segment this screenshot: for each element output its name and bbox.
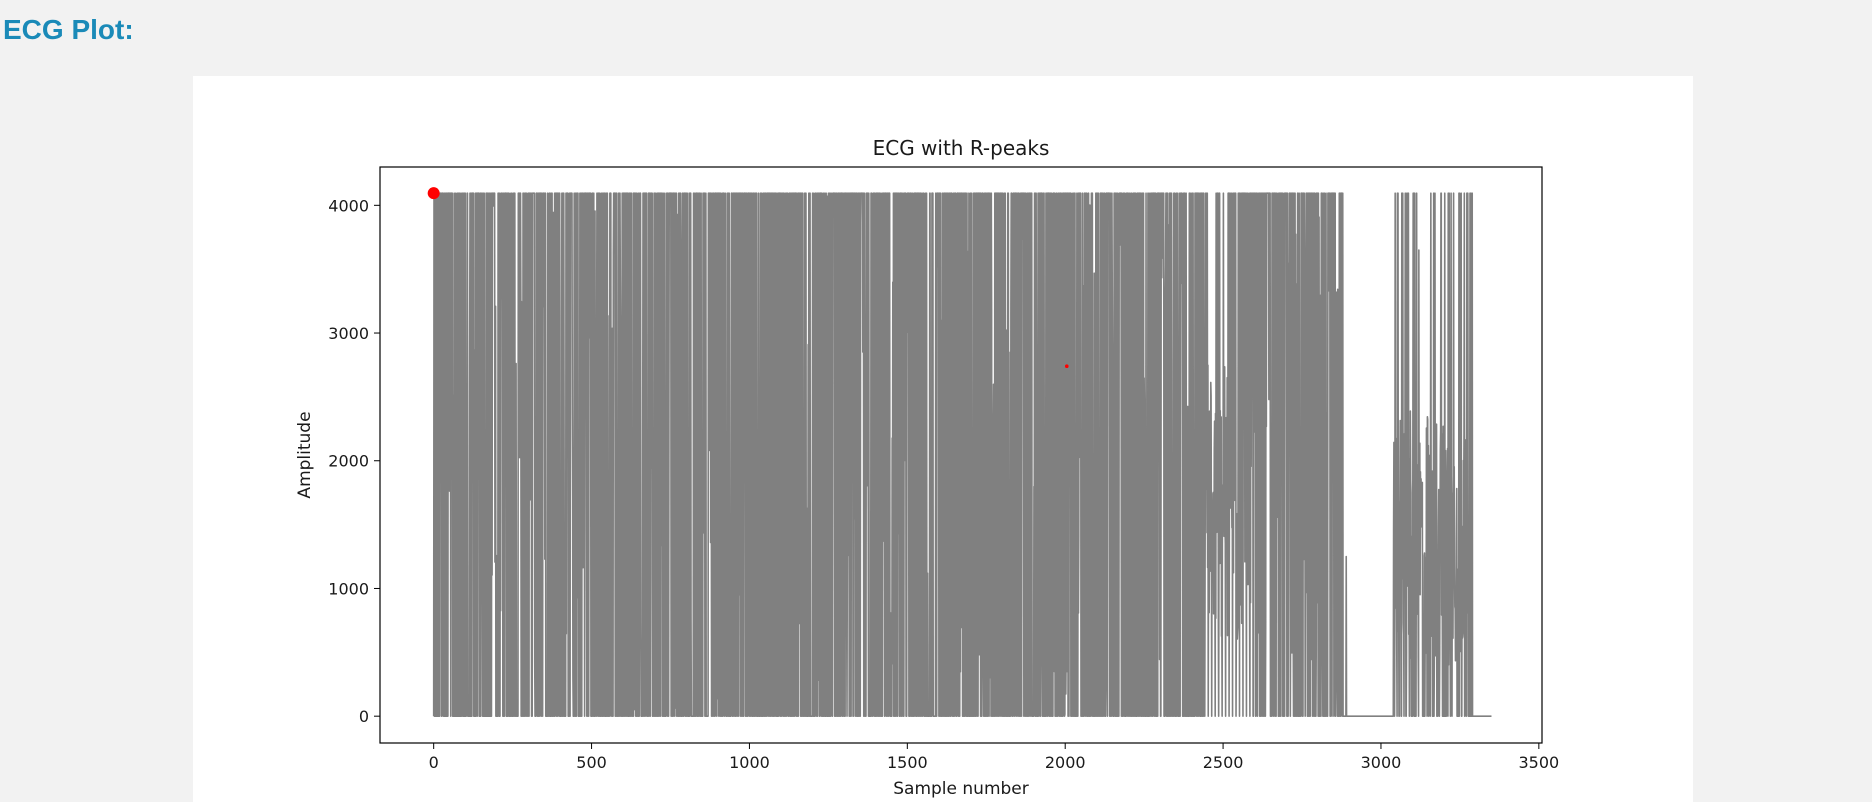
x-tick-label: 2000 (1045, 753, 1086, 772)
ecg-signal (432, 192, 1492, 717)
y-tick-label: 1000 (328, 579, 369, 598)
x-tick-label: 2500 (1203, 753, 1244, 772)
r-peak-marker (1064, 364, 1069, 369)
y-tick-label: 4000 (328, 196, 369, 215)
ecg-signal-line (432, 192, 1492, 717)
chart-title: ECG with R-peaks (873, 136, 1050, 160)
r-peak-marker (427, 187, 440, 200)
y-tick-label: 3000 (328, 324, 369, 343)
x-tick-label: 0 (429, 753, 439, 772)
y-axis-title: Amplitude (295, 411, 315, 498)
y-tick-label: 0 (359, 707, 369, 726)
y-tick-label: 2000 (328, 452, 369, 471)
page-heading: ECG Plot: (3, 14, 134, 45)
plot-card: ECG with R-peaks 0 500 1000 1500 2000 2500 300… (193, 76, 1693, 802)
x-axis-title: Sample number (893, 779, 1029, 799)
x-tick-label: 1000 (729, 753, 770, 772)
x-tick-label: 3000 (1361, 753, 1402, 772)
plot-frame (379, 166, 1543, 744)
r-peaks (427, 187, 1069, 369)
x-tick-label: 1500 (887, 753, 928, 772)
x-tick-label: 3500 (1518, 753, 1559, 772)
ecg-chart: ECG with R-peaks 0 500 1000 1500 2000 2500 300… (295, 136, 1559, 799)
x-tick-label: 500 (576, 753, 607, 772)
y-axis: 0 1000 2000 3000 4000 (328, 196, 380, 726)
x-axis: 0 500 1000 1500 2000 2500 3000 3500 (429, 743, 1559, 772)
